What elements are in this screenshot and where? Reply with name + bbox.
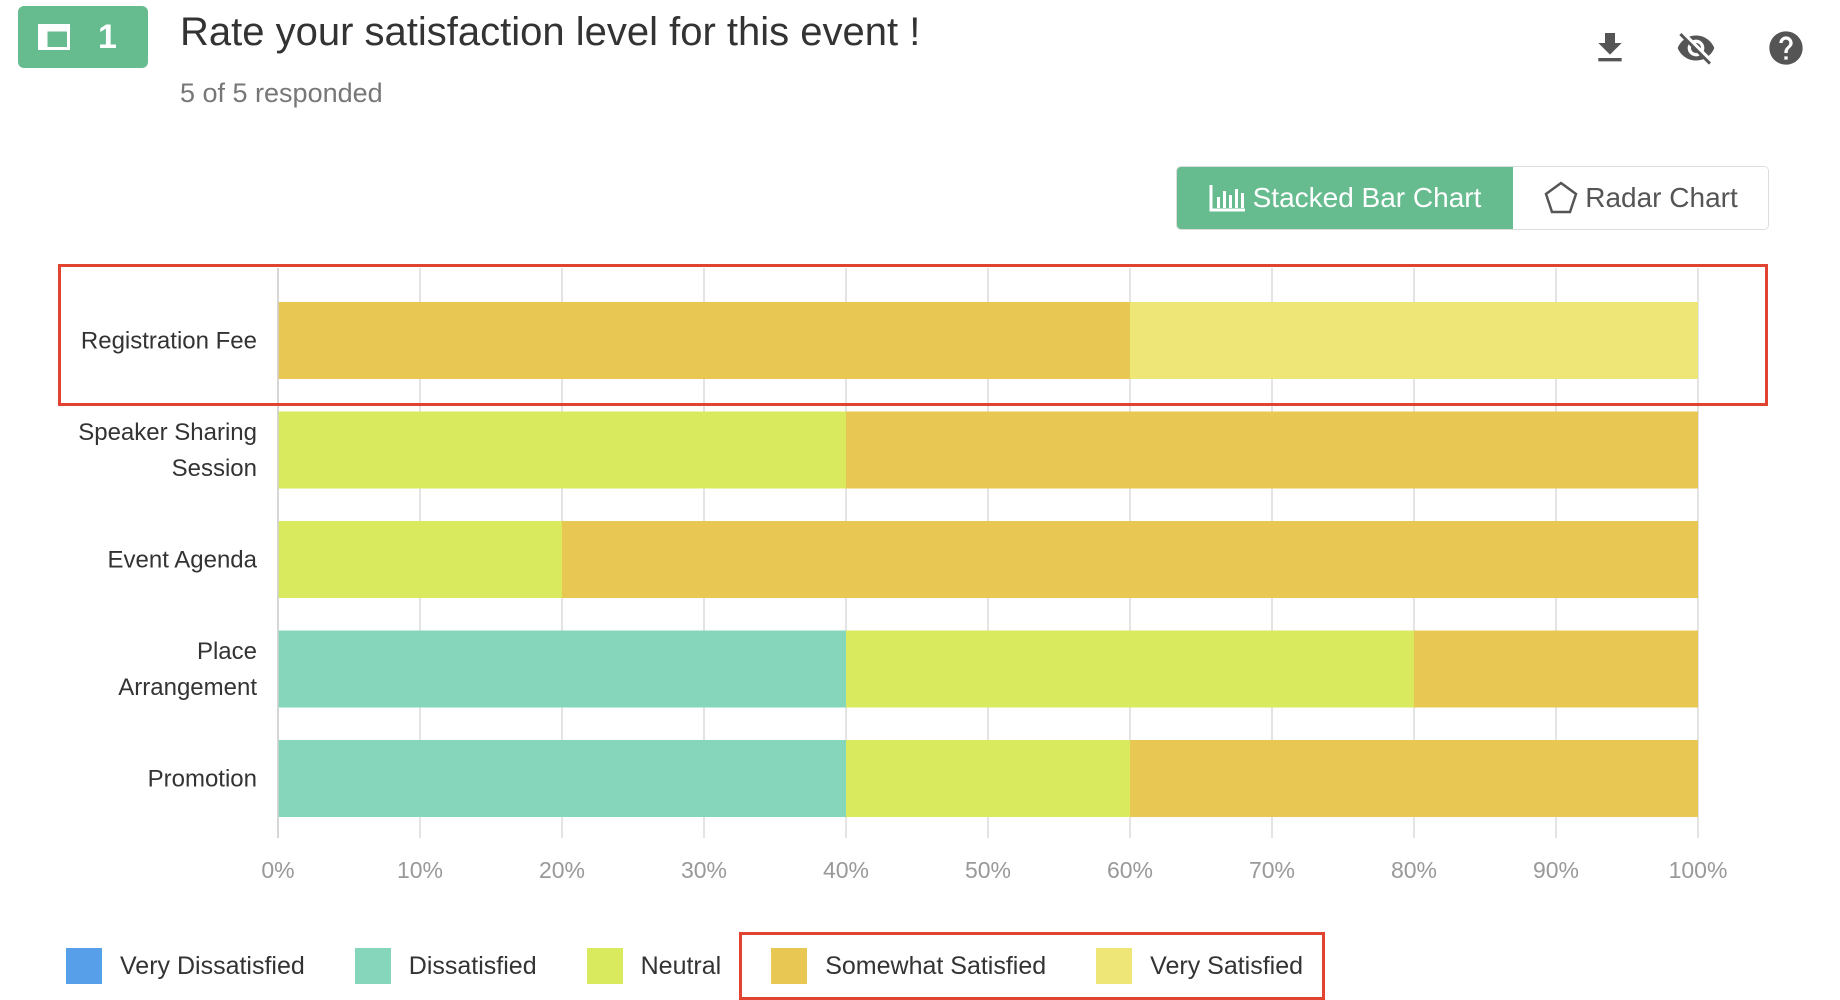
- x-tick-label: 60%: [1107, 857, 1153, 883]
- bar-segment: [278, 411, 846, 489]
- bar-segment: [278, 521, 562, 598]
- legend-label: Somewhat Satisfied: [825, 951, 1047, 980]
- x-tick-label: 100%: [1669, 857, 1728, 883]
- bar-chart-icon: [1209, 185, 1245, 212]
- legend-swatch: [354, 948, 391, 984]
- legend-label: Neutral: [640, 951, 722, 980]
- category-label: Arrangement: [118, 674, 257, 701]
- question-title: Rate your satisfaction level for this ev…: [180, 10, 921, 54]
- bar-segment: [278, 630, 846, 708]
- eye-off-icon[interactable]: [1676, 28, 1716, 68]
- x-tick-label: 40%: [823, 857, 869, 883]
- bar-segment: [278, 302, 1130, 379]
- bar-segment: [846, 411, 1698, 489]
- question-number: 1: [98, 17, 117, 56]
- radar-chart-label: Radar Chart: [1585, 182, 1738, 213]
- chart-legend: Very Dissatisfied Dissatisfied Neutral S…: [66, 948, 1353, 984]
- stacked-bar-chart-button[interactable]: Stacked Bar Chart: [1177, 167, 1513, 229]
- stacked-bar-chart: 0% 10% 20% 30% 40% 50% 60% 70% 80% 90% 100% Registr…: [78, 268, 1728, 883]
- chart-type-toggle: Stacked Bar Chart Radar Chart: [1176, 166, 1769, 230]
- legend-swatch: [1096, 948, 1133, 984]
- bar-segment: [1130, 302, 1698, 379]
- download-icon[interactable]: [1590, 28, 1630, 68]
- legend-label: Very Satisfied: [1150, 951, 1304, 980]
- bar-segment: [846, 740, 1130, 817]
- legend-label: Dissatisfied: [408, 951, 537, 980]
- category-label: Promotion: [148, 766, 257, 793]
- legend-item-somewhat-satisfied[interactable]: Somewhat Satisfied: [771, 948, 1046, 984]
- pentagon-icon: [1544, 181, 1578, 214]
- legend-swatch: [771, 948, 808, 984]
- bar-segment: [846, 630, 1414, 708]
- x-tick-label: 0%: [261, 857, 294, 883]
- bar-segment: [278, 740, 846, 817]
- category-label: Registration Fee: [81, 328, 257, 355]
- category-label: Event Agenda: [108, 547, 258, 574]
- x-tick-label: 50%: [965, 857, 1011, 883]
- x-tick-label: 10%: [397, 857, 443, 883]
- x-tick-label: 80%: [1391, 857, 1437, 883]
- x-tick-label: 90%: [1533, 857, 1579, 883]
- legend-item-very-satisfied[interactable]: Very Satisfied: [1096, 948, 1303, 984]
- legend-swatch: [66, 948, 102, 984]
- x-tick-label: 20%: [539, 857, 585, 883]
- legend-item-neutral[interactable]: Neutral: [586, 948, 722, 984]
- question-number-badge: 1: [18, 6, 148, 68]
- response-count: 5 of 5 responded: [180, 78, 383, 108]
- x-tick-label: 30%: [681, 857, 727, 883]
- category-label: Speaker Sharing: [78, 419, 257, 446]
- bar-segment: [1130, 740, 1698, 817]
- stacked-bar-chart-label: Stacked Bar Chart: [1252, 182, 1482, 213]
- x-tick-label: 70%: [1249, 857, 1295, 883]
- help-icon[interactable]: [1766, 28, 1806, 68]
- legend-label: Very Dissatisfied: [120, 951, 305, 980]
- category-label: Session: [172, 455, 257, 482]
- bar-segment: [1414, 630, 1698, 708]
- legend-item-very-dissatisfied[interactable]: Very Dissatisfied: [66, 948, 305, 984]
- legend-item-dissatisfied[interactable]: Dissatisfied: [354, 948, 537, 984]
- table-icon: [38, 24, 70, 50]
- category-label: Place: [197, 638, 257, 665]
- bar-segment: [562, 521, 1698, 598]
- radar-chart-button[interactable]: Radar Chart: [1513, 167, 1768, 229]
- legend-swatch: [586, 948, 623, 984]
